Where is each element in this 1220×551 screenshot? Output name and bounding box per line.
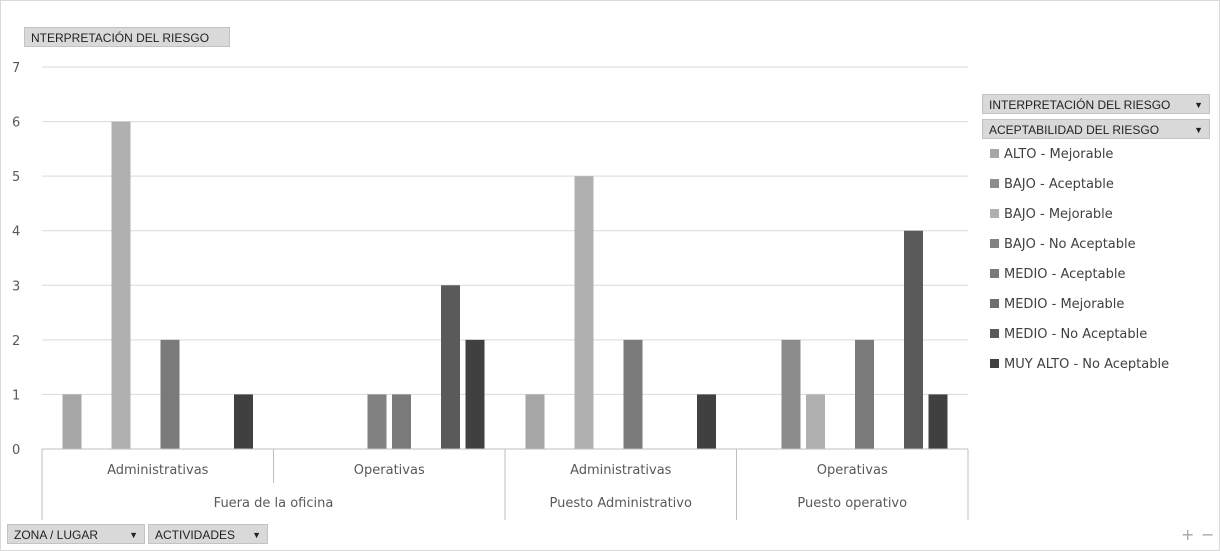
axis-field-label: ACTIVIDADES <box>155 528 236 542</box>
y-tick-label: 5 <box>12 170 20 185</box>
bar <box>160 339 180 449</box>
legend-item: BAJO - No Aceptable <box>990 236 1136 254</box>
legend-item: MEDIO - Mejorable <box>990 296 1124 314</box>
bar <box>928 394 948 449</box>
bar <box>234 394 253 449</box>
legend-swatch <box>990 209 999 218</box>
legend-item: BAJO - Aceptable <box>990 176 1114 194</box>
legend-swatch <box>990 299 999 308</box>
axis-field-actividades[interactable]: ACTIVIDADES ▼ <box>148 524 268 544</box>
legend-label: BAJO - No Aceptable <box>1004 237 1136 252</box>
legend-item: ALTO - Mejorable <box>990 146 1113 164</box>
bar <box>697 394 716 449</box>
y-tick-label: 4 <box>12 225 20 240</box>
bar <box>62 394 82 449</box>
y-tick-label: 2 <box>12 334 20 349</box>
chart-title-field-button[interactable]: NTERPRETACIÓN DEL RIESGO <box>24 27 230 47</box>
chart-title-label: NTERPRETACIÓN DEL RIESGO <box>31 31 210 45</box>
legend-item: MEDIO - Aceptable <box>990 266 1125 284</box>
x-category-label: Administrativas <box>107 463 209 478</box>
dropdown-arrow-icon: ▼ <box>129 530 138 540</box>
y-axis-ticks: 0 1 2 3 4 5 6 7 <box>12 61 20 458</box>
legend-field-interpretacion[interactable]: INTERPRETACIÓN DEL RIESGO ▼ <box>982 94 1210 114</box>
bar <box>525 394 545 449</box>
bar <box>806 394 825 449</box>
bars <box>62 121 948 450</box>
bar <box>623 339 643 449</box>
dropdown-arrow-icon: ▼ <box>1194 100 1203 110</box>
legend-item: MEDIO - No Aceptable <box>990 326 1147 344</box>
legend-swatch <box>990 179 999 188</box>
dropdown-arrow-icon: ▼ <box>1194 125 1203 135</box>
x-category-label: Operativas <box>817 463 888 478</box>
legend-item: MUY ALTO - No Aceptable <box>990 356 1169 374</box>
zoom-out-button[interactable]: − <box>1201 525 1215 544</box>
legend-label: MUY ALTO - No Aceptable <box>1004 357 1170 372</box>
gridlines <box>42 66 968 450</box>
y-tick-label: 0 <box>12 443 20 458</box>
legend-label: ALTO - Mejorable <box>1004 147 1114 162</box>
y-tick-label: 1 <box>12 388 20 403</box>
bar <box>574 176 594 449</box>
legend-swatch <box>990 269 999 278</box>
x-group-label: Puesto operativo <box>797 496 907 511</box>
legend-label: MEDIO - Mejorable <box>1004 297 1125 312</box>
bar <box>465 339 485 449</box>
legend-swatch <box>990 149 999 158</box>
legend-field-label: INTERPRETACIÓN DEL RIESGO <box>989 98 1171 112</box>
bar <box>855 339 874 449</box>
axis-field-zona-lugar[interactable]: ZONA / LUGAR ▼ <box>7 524 145 544</box>
x-category-label: Administrativas <box>570 463 672 478</box>
axis-field-label: ZONA / LUGAR <box>14 528 99 542</box>
bar <box>367 394 387 449</box>
legend-swatch <box>990 359 999 368</box>
bar <box>392 394 411 449</box>
bar <box>904 230 923 449</box>
bar <box>781 339 801 449</box>
legend-field-label: ACEPTABILIDAD DEL RIESGO <box>989 123 1160 137</box>
x-axis: Administrativas Operativas Administrativas… <box>41 448 969 520</box>
legend-label: BAJO - Aceptable <box>1004 177 1114 192</box>
y-tick-label: 6 <box>12 116 20 131</box>
x-group-label: Fuera de la oficina <box>214 496 334 511</box>
bar <box>111 121 131 450</box>
x-category-label: Operativas <box>354 463 425 478</box>
legend-swatch <box>990 239 999 248</box>
legend-swatch <box>990 329 999 338</box>
zoom-in-button[interactable]: + <box>1181 525 1195 544</box>
y-tick-label: 7 <box>12 61 20 76</box>
x-group-label: Puesto Administrativo <box>550 496 692 511</box>
legend-label: MEDIO - Aceptable <box>1004 267 1126 282</box>
legend-label: BAJO - Mejorable <box>1004 207 1113 222</box>
legend-field-aceptabilidad[interactable]: ACEPTABILIDAD DEL RIESGO ▼ <box>982 119 1210 139</box>
legend-label: MEDIO - No Aceptable <box>1004 327 1148 342</box>
legend-item: BAJO - Mejorable <box>990 206 1113 224</box>
dropdown-arrow-icon: ▼ <box>252 530 261 540</box>
y-tick-label: 3 <box>12 279 20 294</box>
bar <box>441 285 460 449</box>
